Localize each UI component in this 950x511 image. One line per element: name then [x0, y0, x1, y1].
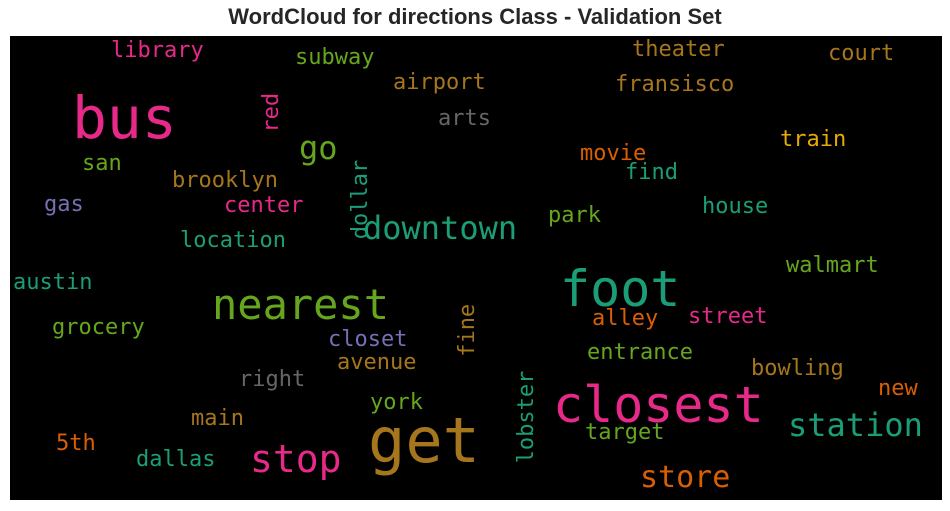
word-store: store [640, 460, 731, 495]
word-arts: arts [438, 106, 491, 131]
word-fransisco: fransisco [615, 72, 735, 97]
word-court: court [828, 41, 895, 66]
word-entrance: entrance [587, 340, 693, 365]
word-grocery: grocery [52, 315, 145, 340]
word-find: find [625, 160, 678, 185]
word-center: center [224, 193, 304, 218]
word-house: house [702, 194, 769, 219]
word-bowling: bowling [751, 356, 844, 381]
word-airport: airport [393, 70, 486, 95]
word-get: get [368, 404, 480, 477]
word-closet: closet [328, 327, 408, 352]
word-red: red [259, 92, 284, 133]
word-alley: alley [592, 306, 659, 331]
word-nearest: nearest [212, 280, 390, 329]
word-street: street [688, 304, 768, 329]
word-theater: theater [632, 37, 725, 62]
word-san: san [82, 151, 122, 176]
word-new: new [878, 376, 918, 401]
word-location: location [180, 228, 286, 253]
word-avenue: avenue [337, 350, 417, 375]
word-austin: austin [13, 270, 93, 295]
word-go: go [299, 129, 338, 167]
word-5th: 5th [56, 431, 96, 456]
chart-title: WordCloud for directions Class - Validat… [228, 4, 722, 29]
word-downtown: downtown [363, 209, 518, 247]
word-gas: gas [44, 192, 84, 217]
word-library: library [111, 38, 204, 63]
word-main: main [191, 406, 244, 431]
word-subway: subway [295, 45, 375, 70]
word-closest: closest [553, 376, 764, 434]
word-right: right [239, 367, 306, 392]
word-park: park [548, 203, 601, 228]
word-bus: bus [72, 84, 177, 152]
word-movie: movie [580, 141, 647, 166]
word-fine: fine [455, 303, 480, 357]
word-stop: stop [250, 437, 342, 481]
word-dollar: dollar [348, 159, 373, 240]
word-walmart: walmart [786, 253, 879, 278]
wordcloud-canvas: get closest bus foot nearest stop station downt… [10, 36, 942, 500]
word-brooklyn: brooklyn [172, 168, 278, 193]
word-train: train [780, 127, 847, 152]
word-target: target [585, 420, 665, 445]
word-station: station [788, 406, 923, 444]
word-foot: foot [560, 260, 681, 318]
word-lobster: lobster [514, 370, 539, 464]
word-york: york [370, 390, 423, 415]
word-dallas: dallas [136, 447, 216, 472]
